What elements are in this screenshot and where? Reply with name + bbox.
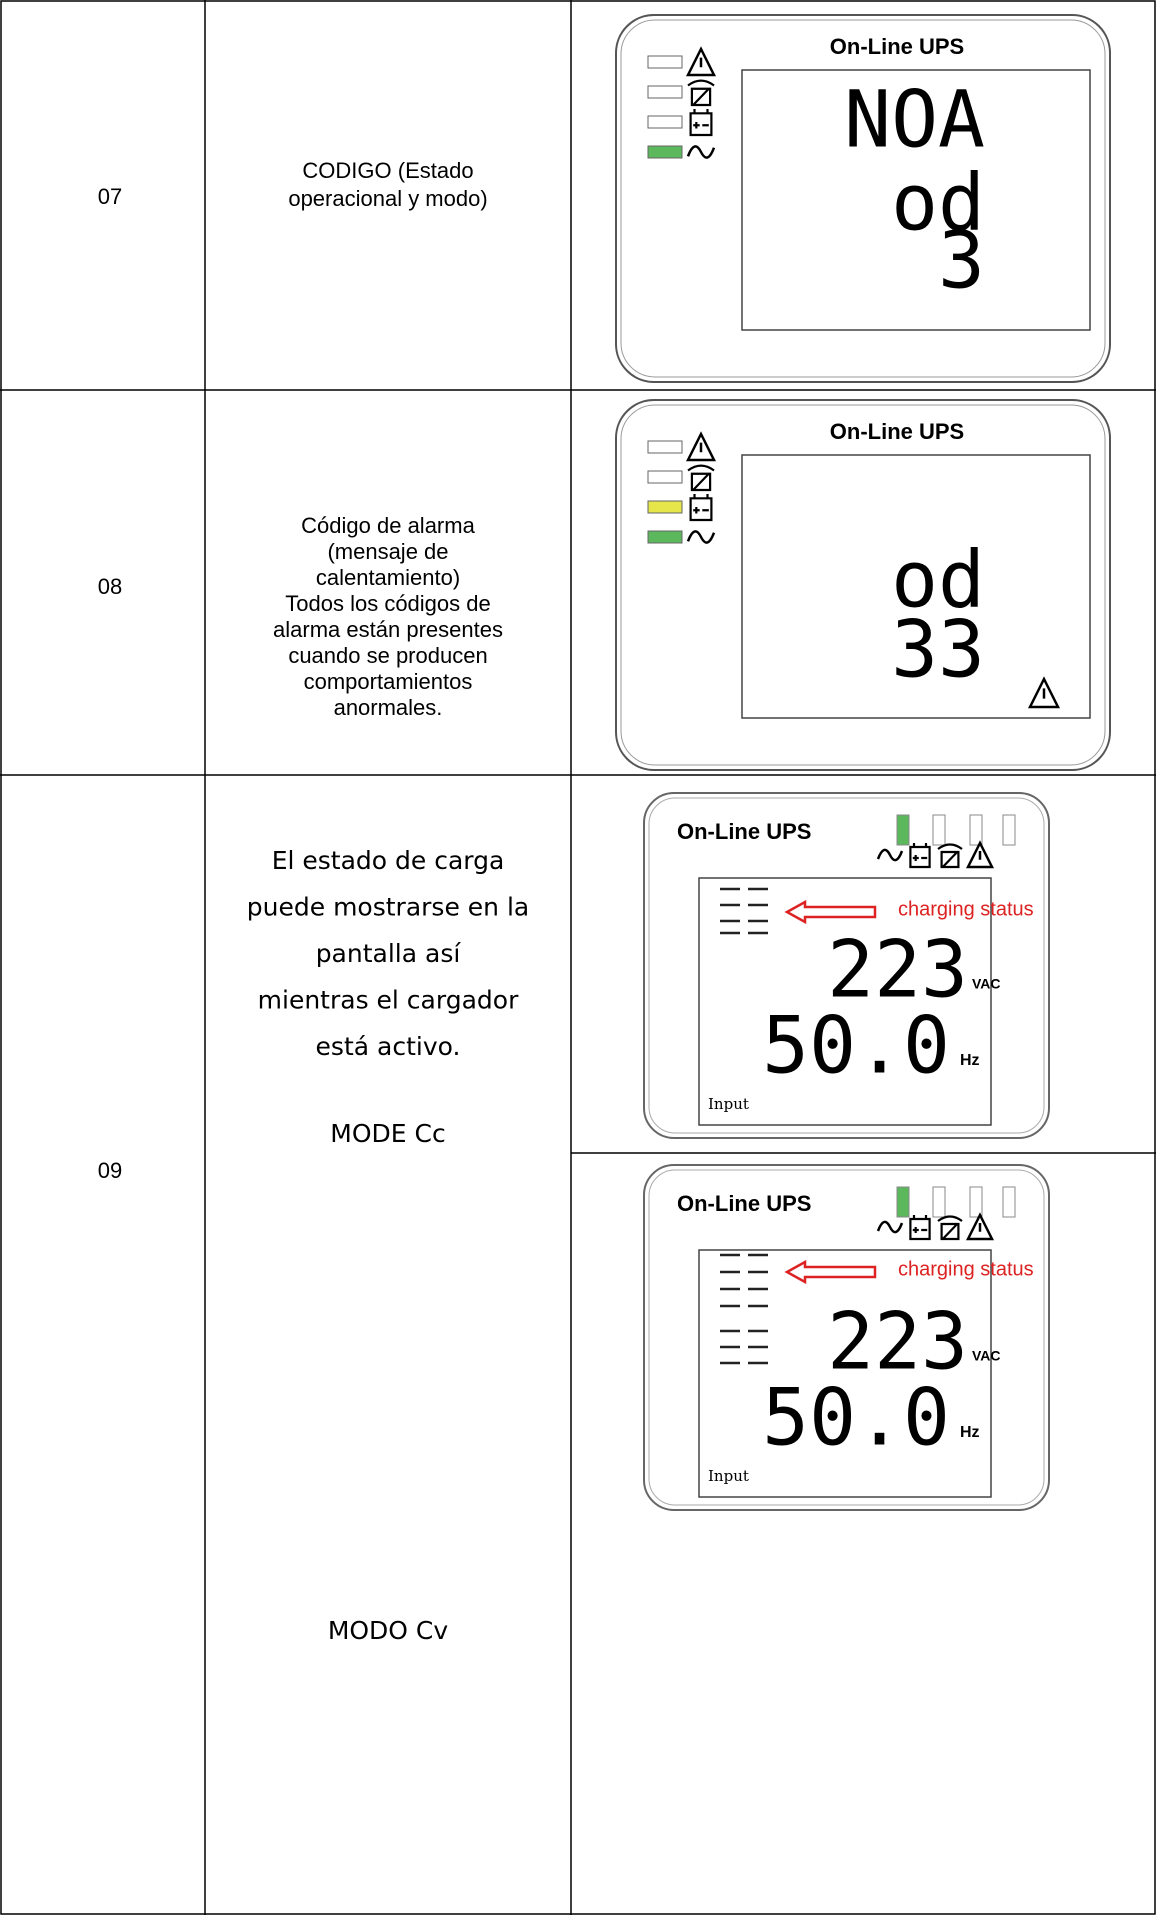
row-description: está activo. [316,1032,461,1061]
lcd-screen [698,877,992,1126]
row-code: 09 [98,1158,122,1183]
row-description: CODIGO (Estado [302,158,473,183]
indicator-led [1002,814,1016,846]
unit-label: VAC [972,1348,1001,1364]
icon-ac [876,848,904,862]
icon-battery [689,494,713,522]
row-description: Todos los códigos de [285,591,490,616]
row-description: operacional y modo) [288,186,487,211]
annotation-arrow [784,899,877,925]
segment-display: od [891,158,985,248]
unit-label: VAC [972,976,1001,992]
panel-frame-inner [620,404,1106,766]
panel-title: On-Line UPS [677,1191,811,1216]
icon-warning [1027,676,1061,709]
panel-frame-inner [620,19,1106,378]
row-description: calentamiento) [316,565,460,590]
row-description: puede mostrarse en la [247,893,529,922]
indicator-led [647,530,683,544]
segment-display: NOA [844,75,985,165]
indicator-led [647,470,683,484]
panel-frame-inner [648,1169,1045,1506]
icon-battery [909,843,931,869]
icon-bypass [687,79,715,107]
row-description: (mensaje de [327,539,448,564]
lcd-screen [741,454,1091,719]
indicator-led [932,814,946,846]
icon-battery [689,109,713,137]
row-code: 07 [98,184,122,209]
lcd-screen [741,69,1091,331]
indicator-led [647,115,683,129]
row-description: anormales. [334,695,443,720]
indicator-led [896,1186,910,1218]
row-description: comportamientos [304,669,473,694]
annotation-label: charging status [898,1258,1034,1280]
indicator-led [932,1186,946,1218]
icon-warning [685,431,717,462]
icon-warning [965,840,995,869]
icon-ac [686,530,716,544]
unit-label: Hz [960,1052,980,1069]
unit-label: Hz [960,1424,980,1441]
segment-display: 223 [827,925,968,1015]
row-description: El estado de carga [272,846,505,875]
row-description: Código de alarma [301,513,475,538]
segment-display: 50.0 [762,1373,950,1463]
segment-display: 3 [938,216,985,306]
indicator-led [647,500,683,514]
source-label: Input [708,1095,749,1113]
indicator-led [647,85,683,99]
annotation-label: charging status [898,898,1034,920]
icon-ac [686,145,716,159]
indicator-led [896,814,910,846]
mode-label: MODE Cc [330,1119,445,1148]
indicator-led [969,1186,983,1218]
annotation-arrow [784,1259,877,1285]
source-label: Input [708,1467,749,1485]
segment-display: od [891,535,985,625]
panel-title: On-Line UPS [677,819,811,844]
row-code: 08 [98,574,122,599]
icon-battery [909,1215,931,1241]
panel-frame-inner [648,797,1045,1134]
indicator-led [647,55,683,69]
segment-display: 33 [891,605,985,695]
row-description: cuando se producen [288,643,487,668]
segment-display: 50.0 [762,1001,950,1091]
panel-frame [643,1164,1050,1511]
icon-bypass [937,843,963,869]
indicator-led [1002,1186,1016,1218]
indicator-led [647,440,683,454]
icon-bypass [937,1215,963,1241]
icon-warning [965,1212,995,1241]
indicator-led [969,814,983,846]
row-description: pantalla así [316,939,462,968]
row-description: mientras el cargador [258,986,519,1015]
row-description: alarma están presentes [273,617,503,642]
lcd-screen [698,1249,992,1498]
icon-ac [876,1220,904,1234]
panel-title: On-Line UPS [830,419,964,444]
segment-display: 223 [827,1297,968,1387]
panel-frame [615,14,1111,383]
panel-frame [615,399,1111,771]
panel-title: On-Line UPS [830,34,964,59]
panel-frame [643,792,1050,1139]
icon-warning [685,46,717,77]
indicator-led [647,145,683,159]
mode-label: MODO Cv [328,1616,449,1645]
icon-bypass [687,464,715,492]
